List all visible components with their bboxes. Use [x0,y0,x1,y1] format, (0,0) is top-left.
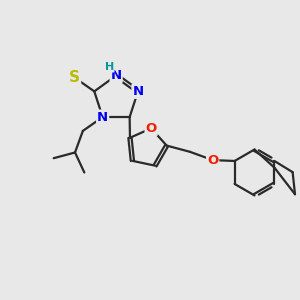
Text: O: O [146,122,157,135]
Text: N: N [132,85,143,98]
Text: N: N [111,69,122,82]
Text: O: O [207,154,218,166]
Text: H: H [105,62,114,72]
Text: N: N [97,111,108,124]
Text: S: S [69,70,80,85]
